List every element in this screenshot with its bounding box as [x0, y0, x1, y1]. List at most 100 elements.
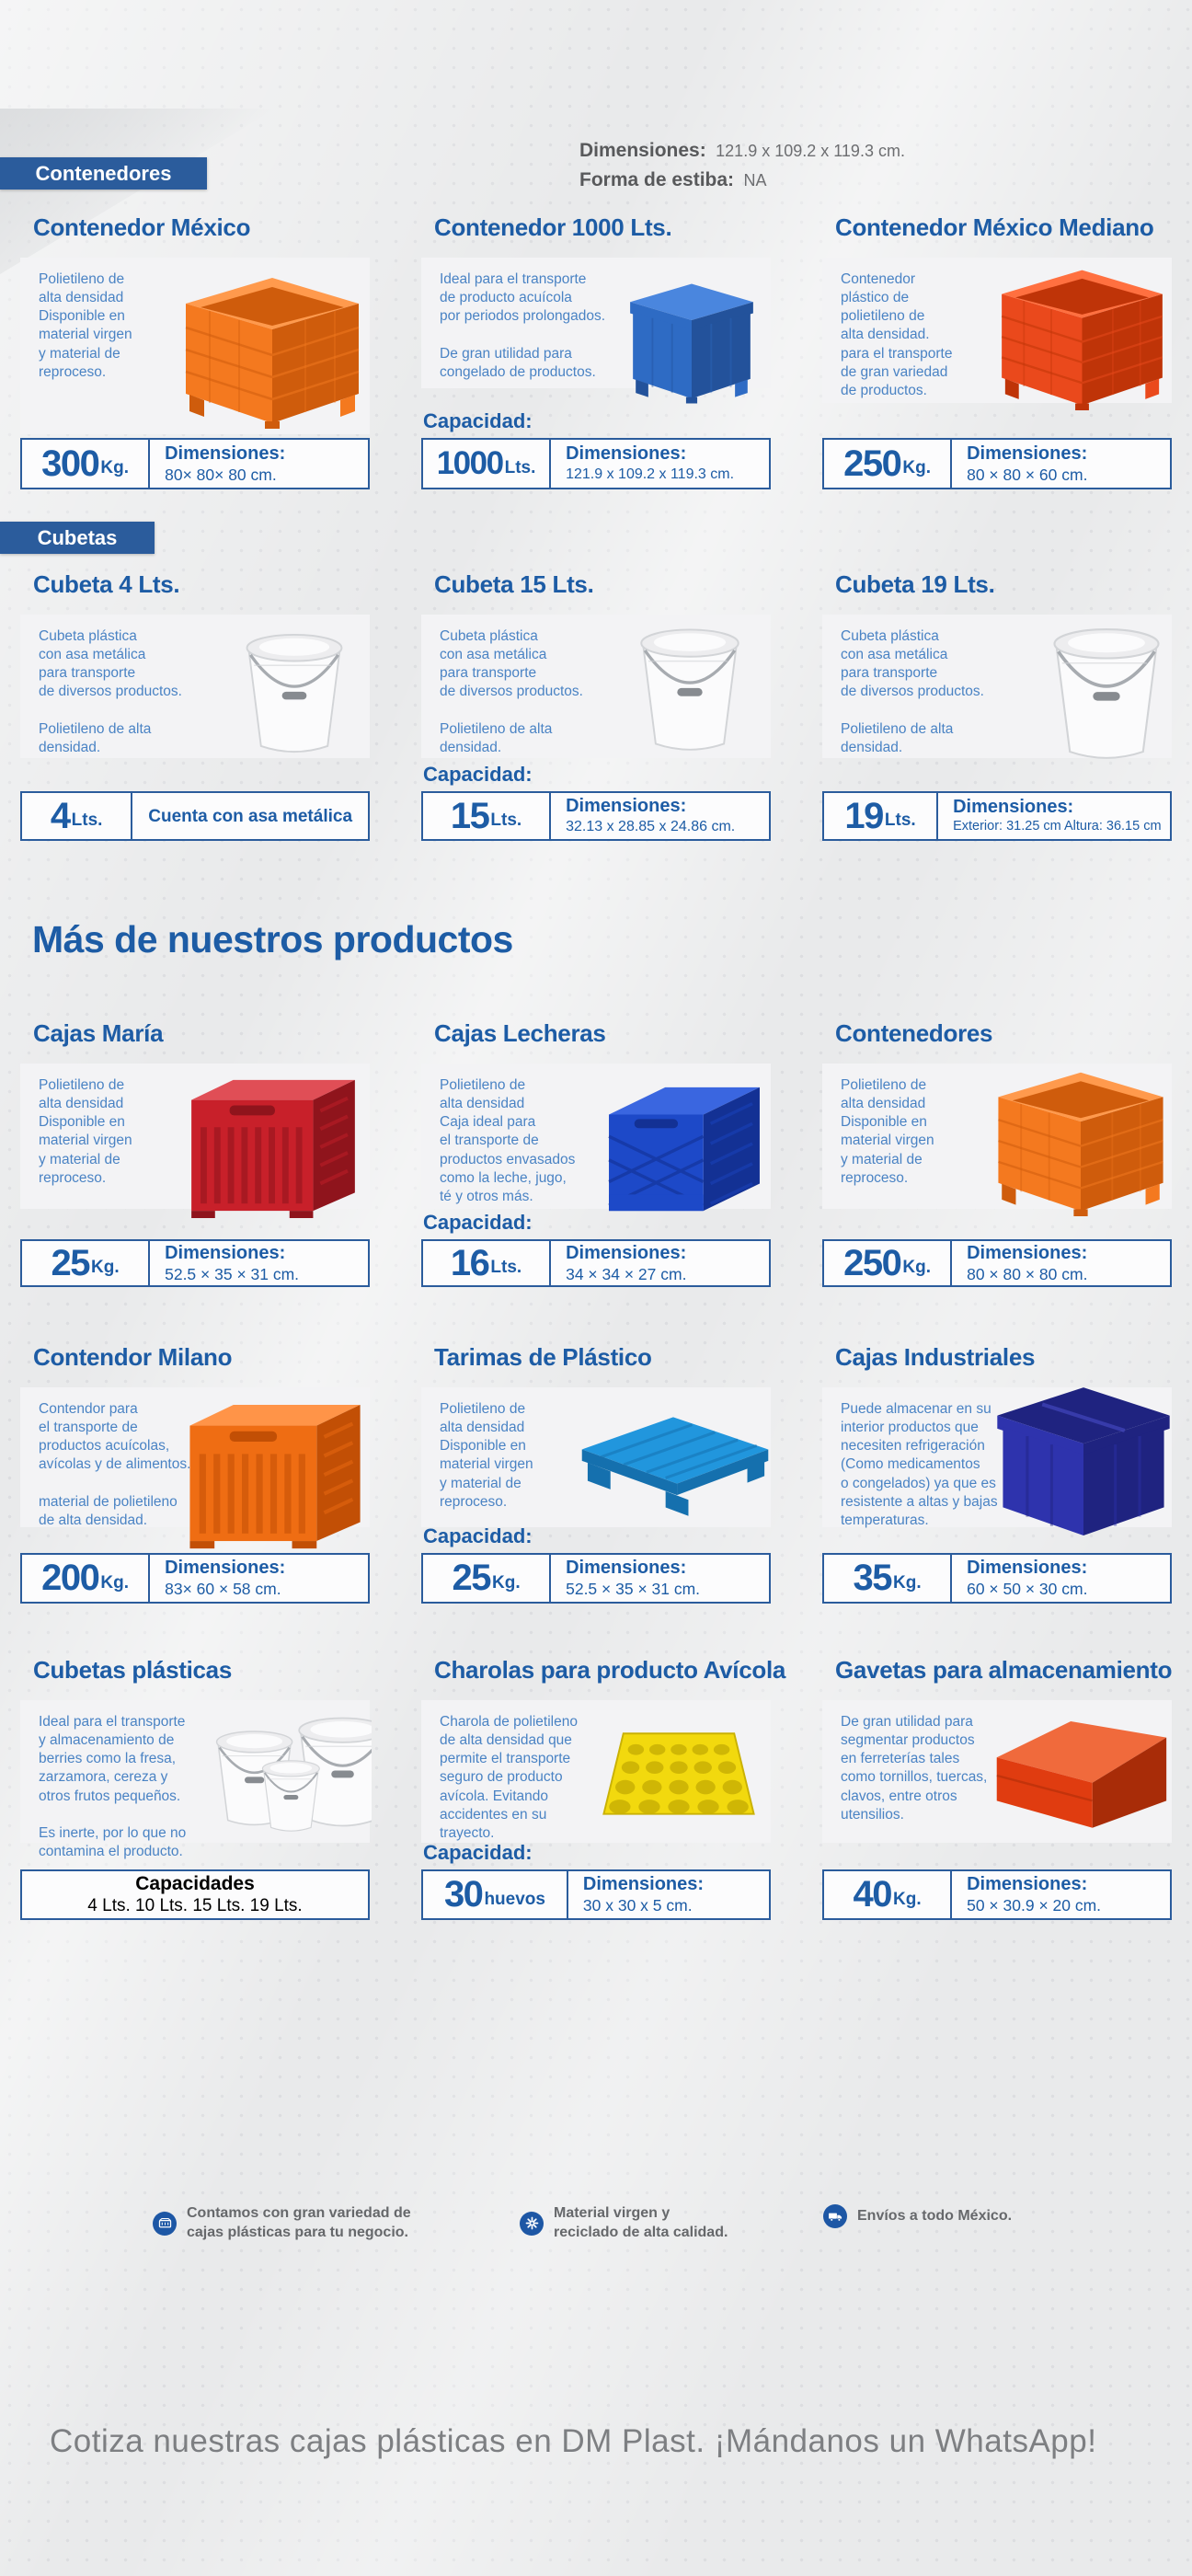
product-panel: De gran utilidad para segmentar producto…: [822, 1700, 1172, 1843]
capacity-label: Capacidad:: [423, 1211, 533, 1234]
capacity-value: 35: [853, 1558, 893, 1598]
product-description: Ideal para el transporte de producto acu…: [440, 271, 606, 380]
product-card-cubeta-15: Cubeta 15 Lts. Cubeta plástica con asa m…: [421, 570, 774, 856]
product-panel: Polietileno de alta densidad Disponible …: [822, 1064, 1172, 1209]
dimensions-heading: Dimensiones:: [165, 443, 286, 464]
dimensions-text: 80 × 80 × 80 cm.: [967, 1264, 1088, 1283]
feature-material: Material virgen y reciclado de alta cali…: [520, 2204, 728, 2243]
product-image: [570, 1408, 780, 1522]
product-title: Gavetas para almacenamiento: [835, 1656, 1173, 1684]
product-panel: Ideal para el transporte y almacenamient…: [20, 1700, 370, 1859]
capacity-unit: Kg.: [902, 458, 931, 477]
capacity-unit: Lts.: [504, 458, 536, 477]
capacity-value: 25: [51, 1242, 91, 1283]
product-card-charolas-avicola: Charolas para producto Avícola Charola d…: [421, 1656, 785, 1941]
capacity-unit: Kg.: [492, 1572, 521, 1593]
product-image: [990, 1384, 1177, 1538]
product-title: Cubeta 19 Lts.: [835, 570, 995, 598]
product-panel: Puede almacenar en su interior productos…: [822, 1387, 1172, 1527]
capacity-value: 30: [443, 1874, 484, 1915]
product-title: Cajas Lecheras: [434, 1019, 606, 1047]
product-image: [232, 615, 357, 764]
spec-box: 19 Lts. Dimensiones: Exterior: 31.25 cm A…: [822, 791, 1172, 841]
product-card-cajas-lecheras: Cajas Lecheras Polietileno de alta densi…: [421, 1019, 774, 1305]
product-card-cubeta-19: Cubeta 19 Lts. Cubeta plástica con asa m…: [822, 570, 1175, 856]
capacity-unit: Lts.: [490, 1258, 522, 1277]
dimensions-text: Exterior: 31.25 cm Altura: 36.15 cm: [953, 819, 1162, 834]
product-card-contenedor-1000: Contenedor 1000 Lts. Ideal para el trans…: [421, 213, 774, 499]
product-title: Contenedor México Mediano: [835, 213, 1154, 241]
capacity-value: 1000: [436, 445, 504, 481]
product-image: [990, 1067, 1172, 1216]
product-card-contenedores: Contenedores Polietileno de alta densida…: [822, 1019, 1175, 1305]
dimensions-text: 30 x 30 x 5 cm.: [582, 1896, 693, 1915]
product-card-contendor-milano: Contendor Milano Contendor para el trans…: [20, 1343, 373, 1628]
product-title: Contenedor México: [33, 213, 251, 241]
capacity-unit: Kg.: [91, 1258, 120, 1277]
capacity-unit: Kg.: [100, 458, 129, 477]
product-image: [175, 1397, 373, 1549]
dimensions-heading: Dimensiones:: [566, 796, 687, 817]
spec-box: 300 Kg. Dimensiones: 80× 80× 80 cm.: [20, 438, 370, 489]
product-title: Cubeta 4 Lts.: [33, 570, 180, 598]
product-image: [177, 1073, 368, 1218]
product-description: Contenedor plástico de polietileno de al…: [841, 271, 953, 398]
dimensions-text: 52.5 × 35 × 31 cm.: [566, 1580, 701, 1598]
dimensions-text: 50 × 30.9 × 20 cm.: [967, 1896, 1102, 1915]
product-title: Charolas para producto Avícola: [434, 1656, 786, 1684]
product-image: [180, 269, 364, 432]
product-panel: Polietileno de alta densidad Disponible …: [421, 1387, 771, 1527]
spec-box: 35 Kg. Dimensiones: 60 × 50 × 30 cm.: [822, 1553, 1172, 1604]
spec-box: 16 Lts. Dimensiones: 34 × 34 × 27 cm.: [421, 1239, 771, 1287]
spec-box: 30 huevos Dimensiones: 30 x 30 x 5 cm.: [421, 1869, 771, 1920]
product-card-cajas-industriales: Cajas Industriales Puede almacenar en su…: [822, 1343, 1175, 1628]
product-description: Contendor para el transporte de producto…: [39, 1401, 191, 1528]
product-description: Polietileno de alta densidad Disponible …: [841, 1077, 934, 1186]
product-panel: Polietileno de alta densidad Disponible …: [20, 1064, 370, 1209]
spec-box: 40 Kg. Dimensiones: 50 × 30.9 × 20 cm.: [822, 1869, 1172, 1920]
dimensions-heading: Dimensiones:: [967, 443, 1088, 464]
product-description: Polietileno de alta densidad Disponible …: [39, 1077, 132, 1186]
spec-box: 15 Lts. Dimensiones: 32.13 x 28.85 x 24.8…: [421, 791, 771, 841]
product-description: Puede almacenar en su interior productos…: [841, 1401, 998, 1528]
capacity-value: 25: [452, 1558, 492, 1598]
dimensions-text: 52.5 × 35 × 31 cm.: [165, 1264, 300, 1283]
stacking-value: NA: [743, 171, 767, 190]
capacity-value: 4: [50, 795, 71, 836]
product-title: Contenedor 1000 Lts.: [434, 213, 672, 241]
spec-box: 25 Kg. Dimensiones: 52.5 × 35 × 31 cm.: [20, 1239, 370, 1287]
capacity-unit: Kg.: [893, 1889, 922, 1909]
product-panel: Charola de polietileno de alta densidad …: [421, 1700, 771, 1843]
section-label-cubetas: Cubetas: [0, 522, 155, 554]
spec-box: Capacidades 4 Lts. 10 Lts. 15 Lts. 19 Lt…: [20, 1869, 370, 1920]
product-title: Contenedores: [835, 1019, 993, 1047]
truck-icon: [823, 2204, 847, 2228]
capacity-value: 40: [853, 1874, 893, 1915]
product-title: Cajas María: [33, 1019, 164, 1047]
product-description: Cubeta plástica con asa metálica para tr…: [440, 628, 583, 755]
feature-variety: Contamos con gran variedad de cajas plás…: [153, 2204, 411, 2243]
dimensions-heading: Dimensiones:: [967, 1242, 1088, 1263]
product-card-tarimas: Tarimas de Plástico Polietileno de alta …: [421, 1343, 774, 1628]
product-panel: Polietileno de alta densidad Caja ideal …: [421, 1064, 771, 1209]
dimensions-text: 80× 80× 80 cm.: [165, 465, 277, 484]
capacity-value: 19: [844, 795, 884, 836]
feature-shipping: Envíos a todo México.: [823, 2204, 1012, 2228]
product-title: Tarimas de Plástico: [434, 1343, 652, 1371]
capacity-unit: huevos: [484, 1889, 545, 1909]
dimensions-heading: Dimensiones:: [566, 1242, 687, 1263]
spec-box: 25 Kg. Dimensiones: 52.5 × 35 × 31 cm.: [421, 1553, 771, 1604]
capacity-label: Capacidad:: [423, 1524, 533, 1547]
spec-box: 1000 Lts. Dimensiones: 121.9 x 109.2 x 11…: [421, 438, 771, 489]
product-panel: Contenedor plástico de polietileno de al…: [822, 258, 1172, 403]
spec-box: 250 Kg. Dimensiones: 80 × 80 × 80 cm.: [822, 1239, 1172, 1287]
product-title: Cubetas plásticas: [33, 1656, 232, 1684]
dimensions-heading: Dimensiones:: [582, 1874, 705, 1894]
product-description: Polietileno de alta densidad Caja ideal …: [440, 1077, 576, 1204]
section-heading-more-products: Más de nuestros productos: [32, 918, 513, 960]
spec-box: 4 Lts. Cuenta con asa metálica: [20, 791, 370, 841]
capacity-value: 300: [41, 443, 100, 484]
product-panel: Cubeta plástica con asa metálica para tr…: [822, 615, 1172, 758]
dimensions-text: 80 × 80 × 60 cm.: [967, 465, 1088, 484]
